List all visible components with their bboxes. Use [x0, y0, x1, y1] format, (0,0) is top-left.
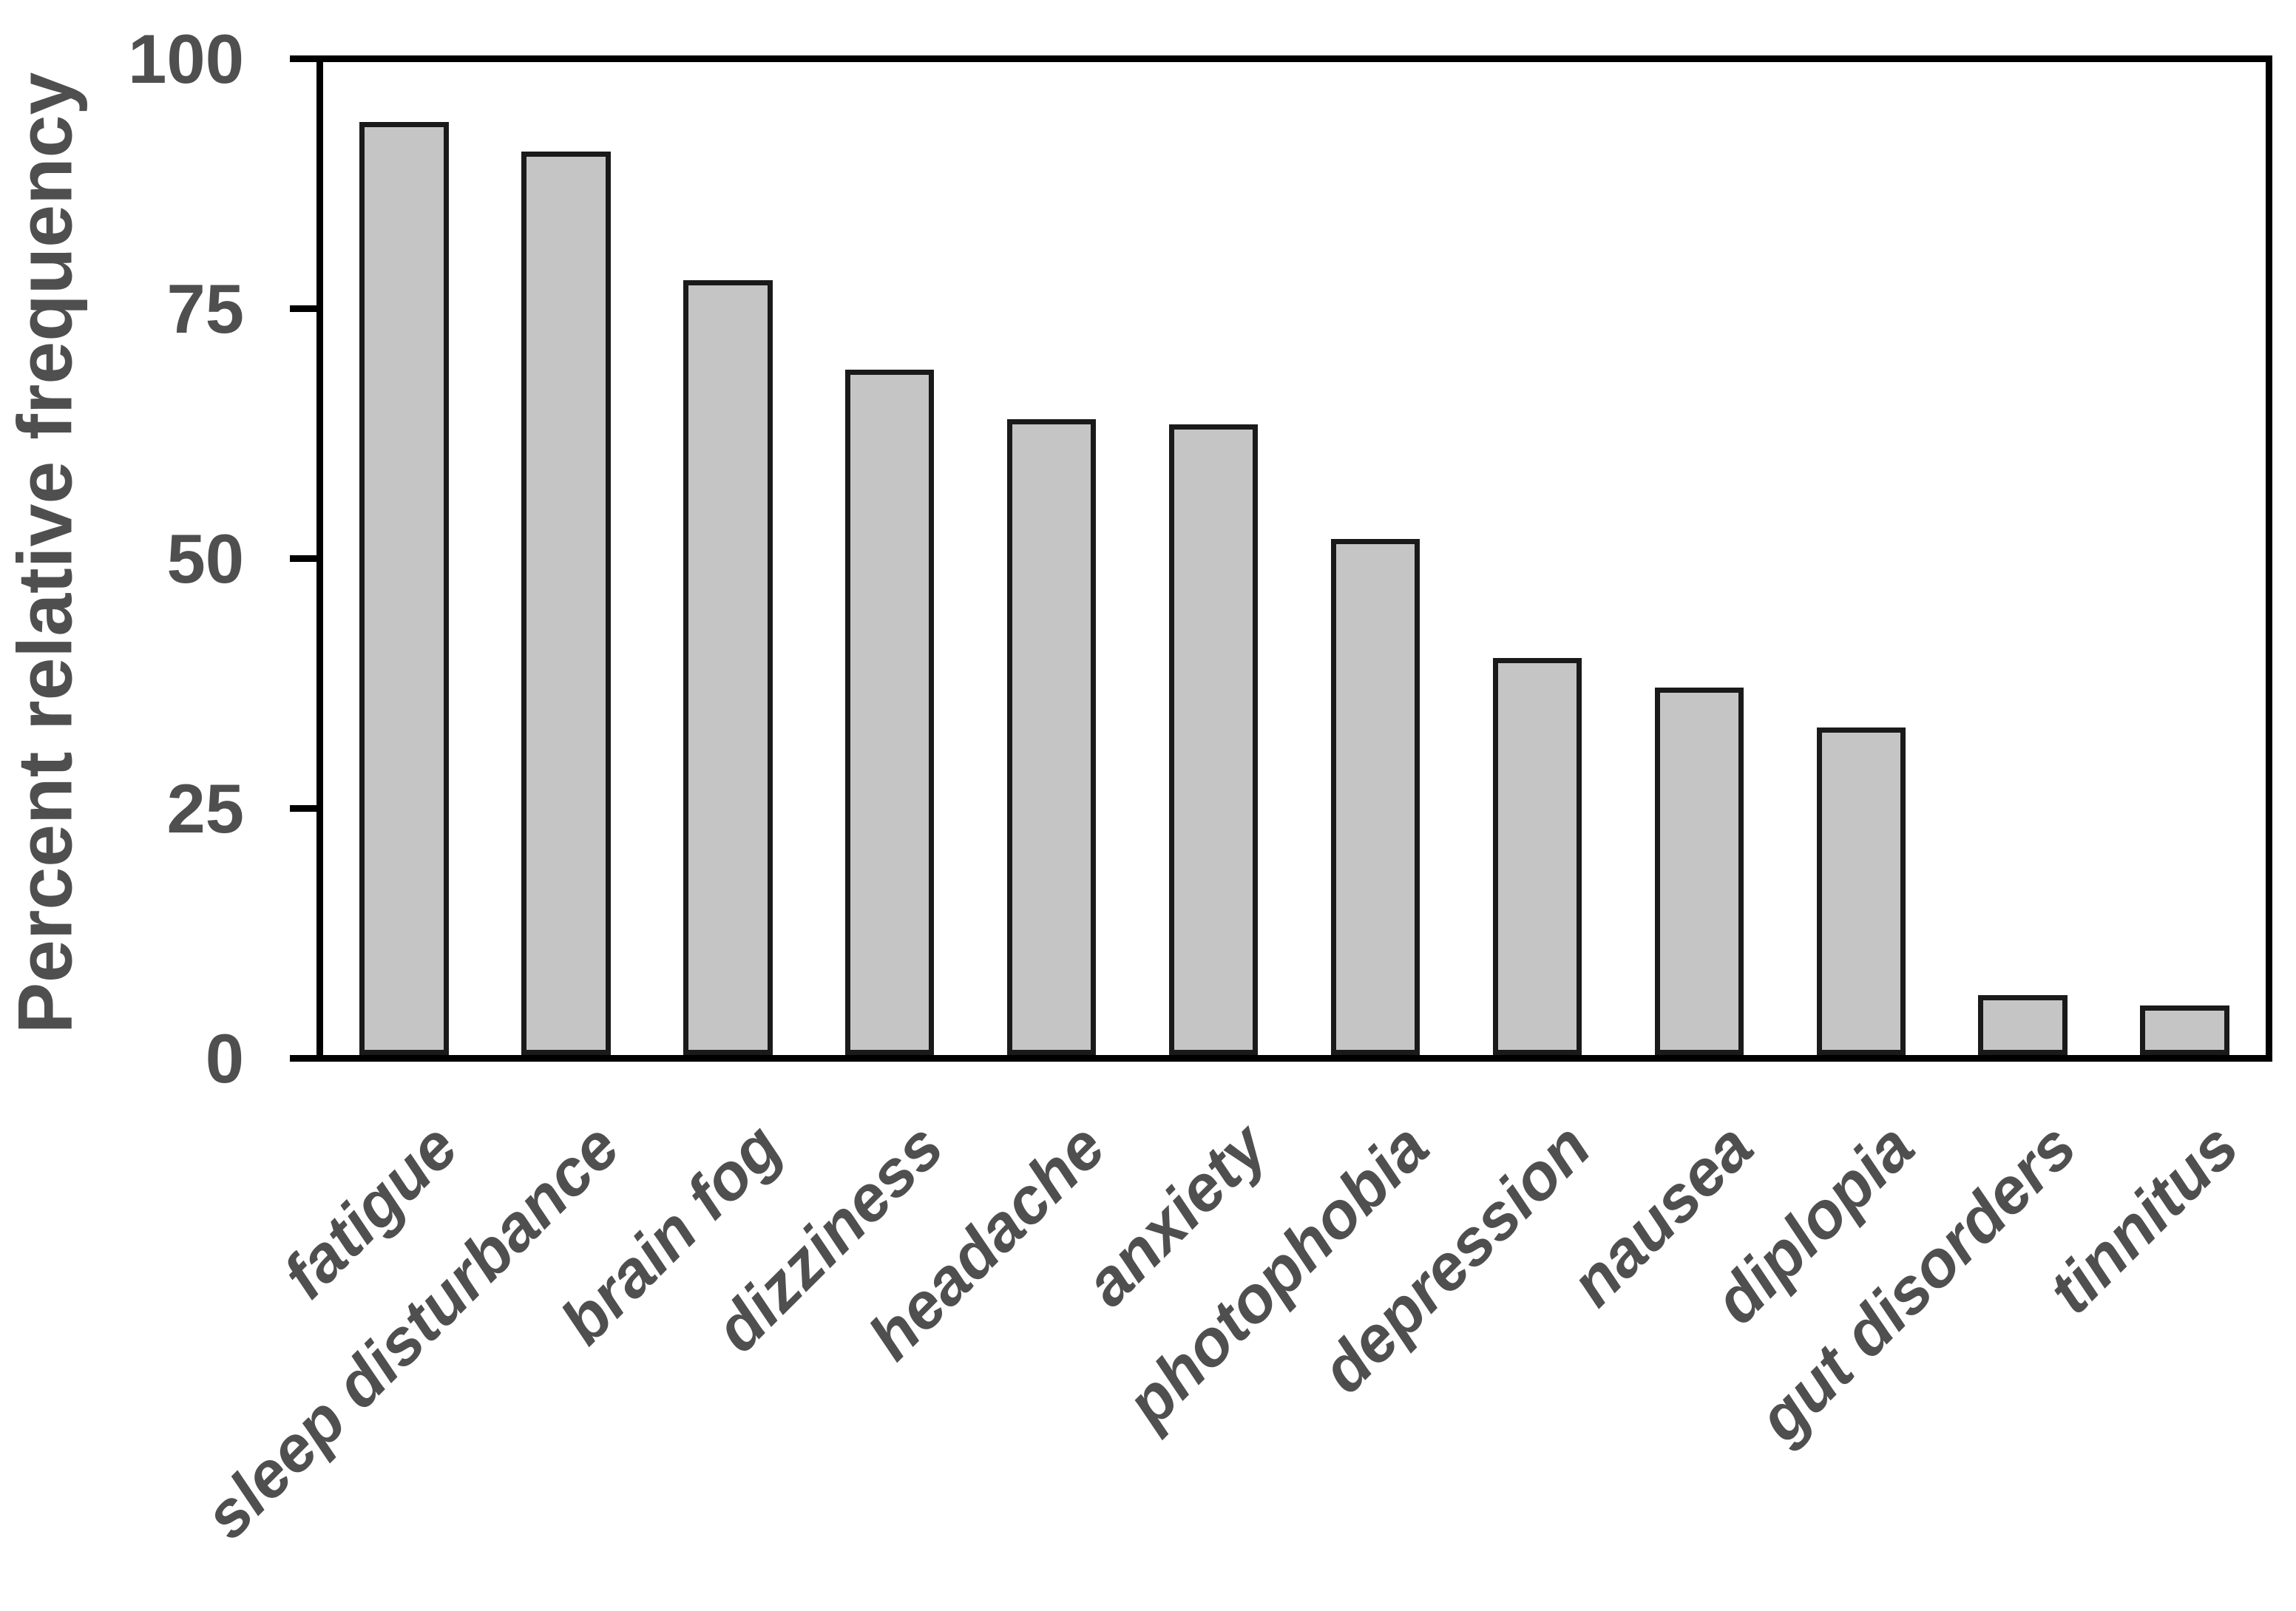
bar-slot [1295, 62, 1457, 1055]
bar-photophobia [1330, 538, 1420, 1055]
y-tick-label: 75 [166, 269, 244, 347]
bar-depression [1492, 657, 1582, 1055]
bar-slot [1456, 62, 1618, 1055]
bar-tinnitus [2140, 1005, 2229, 1055]
bar-fatigue [359, 121, 449, 1055]
bar-slot [1133, 62, 1295, 1055]
y-tick-mark [290, 55, 318, 62]
bar-nausea [1654, 688, 1744, 1055]
y-tick-mark [290, 305, 318, 312]
plot-area [316, 55, 2272, 1062]
bar-slot [647, 62, 809, 1055]
y-tick-label: 50 [166, 519, 244, 597]
bar-gut-disorders [1978, 995, 2068, 1055]
bar-slot [1942, 62, 2104, 1055]
bar-dizziness [845, 370, 935, 1055]
y-tick-label: 0 [205, 1019, 244, 1097]
bar-diplopia [1816, 727, 1906, 1055]
y-tick-mark [290, 1055, 318, 1062]
y-tick-mark [290, 805, 318, 812]
bar-slot [971, 62, 1133, 1055]
bar-slot [1780, 62, 1942, 1055]
bar-slot [323, 62, 485, 1055]
bar-slot [2104, 62, 2266, 1055]
bar-slot [485, 62, 647, 1055]
bar-sleep-disturbance [521, 151, 611, 1055]
y-tick-mark [290, 555, 318, 562]
y-tick-label: 100 [128, 19, 244, 98]
y-axis-title: Percent relative frequency [2, 72, 89, 1034]
bar-brain-fog [683, 280, 773, 1055]
bar-slot [1618, 62, 1780, 1055]
bar-slot [809, 62, 971, 1055]
bars-container [323, 62, 2266, 1055]
y-tick-label: 25 [166, 769, 244, 847]
bar-anxiety [1168, 424, 1259, 1055]
bar-headache [1006, 419, 1097, 1055]
